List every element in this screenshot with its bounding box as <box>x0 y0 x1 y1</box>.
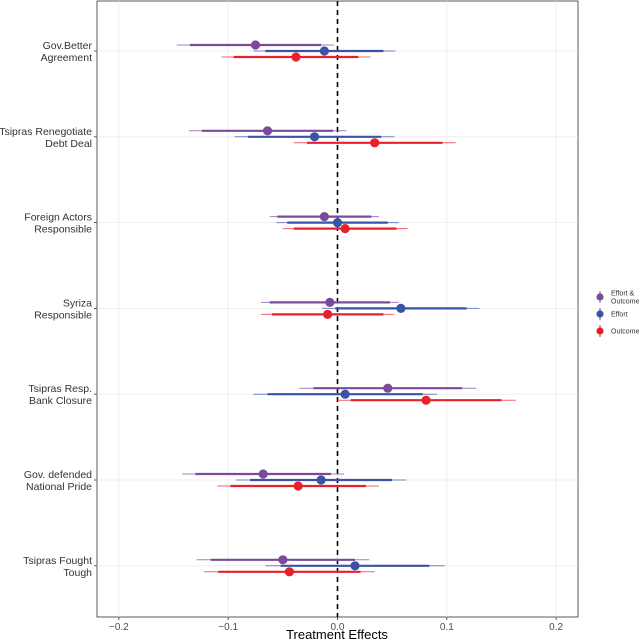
estimate-point <box>258 469 268 479</box>
estimate-point <box>319 212 329 222</box>
x-axis-ticks: −0.2 −0.1 0.0 0.1 0.2 <box>109 617 564 633</box>
legend-label-line: Effort <box>611 312 628 319</box>
point-layer <box>250 40 431 577</box>
category-label-line: Debt Deal <box>45 138 92 150</box>
estimate-point <box>278 555 288 565</box>
x-tick-label: −0.2 <box>109 622 129 633</box>
estimate-point <box>396 303 406 313</box>
category-label-line: Gov. defended <box>24 469 92 481</box>
category-label-line: Bank Closure <box>29 395 92 407</box>
estimate-point <box>323 309 333 319</box>
category-labels: Gov.Better Agreement Tsipras Renegotiate De… <box>0 40 97 579</box>
estimate-point <box>421 395 431 405</box>
category-label-line: Agreement <box>41 52 92 64</box>
estimate-point <box>262 126 273 136</box>
category-label-line: Gov.Better <box>43 40 93 52</box>
category-label: Syriza Responsible <box>34 297 92 321</box>
estimate-point <box>370 138 380 148</box>
legend-label: Effort <box>611 312 628 319</box>
category-label: Gov.Better Agreement <box>41 40 93 64</box>
estimate-point <box>309 132 320 142</box>
estimate-point <box>250 40 261 50</box>
x-tick-label: 0.2 <box>549 622 563 633</box>
category-label-line: National Pride <box>26 481 92 493</box>
category-label-line: Tsipras Fought <box>23 555 92 567</box>
category-label: Gov. defended National Pride <box>24 469 92 493</box>
estimate-point <box>332 218 343 228</box>
legend-label: Effort & Outcome <box>611 291 640 306</box>
legend-key-point <box>596 293 604 301</box>
legend-label-line: Outcome <box>611 329 640 336</box>
category-label-line: Responsible <box>34 224 92 236</box>
x-tick-label: 0.0 <box>331 622 345 633</box>
estimate-point <box>316 475 326 485</box>
legend-label-line: Outcome <box>611 299 640 306</box>
legend-key-point <box>596 310 604 318</box>
estimate-point <box>319 46 329 56</box>
category-label: Tsipras Fought Tough <box>23 555 92 579</box>
estimate-point <box>340 389 350 399</box>
category-label-line: Tough <box>63 567 92 579</box>
x-tick-label: −0.1 <box>218 622 238 633</box>
category-label: Foreign Actors Responsible <box>24 212 92 236</box>
x-tick-label: 0.1 <box>440 622 454 633</box>
estimate-point <box>340 224 350 234</box>
category-label-line: Responsible <box>34 309 92 321</box>
estimate-point <box>291 52 301 62</box>
category-label: Tsipras Renegotiate Debt Deal <box>0 126 92 150</box>
category-label-line: Syriza <box>63 297 92 309</box>
category-label-line: Tsipras Resp. <box>28 383 92 395</box>
legend-label: Outcome <box>611 329 640 336</box>
x-axis-title: Treatment Effects <box>286 627 388 642</box>
estimate-point <box>350 561 360 571</box>
category-label-line: Tsipras Renegotiate <box>0 126 92 138</box>
estimate-point <box>383 383 393 393</box>
legend-key-point <box>596 327 604 335</box>
category-label: Tsipras Resp. Bank Closure <box>28 383 92 407</box>
legend-label-line: Effort & <box>611 291 635 298</box>
estimate-point <box>284 567 294 577</box>
estimate-point <box>293 481 303 491</box>
estimate-point <box>325 297 335 307</box>
category-label-line: Foreign Actors <box>24 212 92 224</box>
